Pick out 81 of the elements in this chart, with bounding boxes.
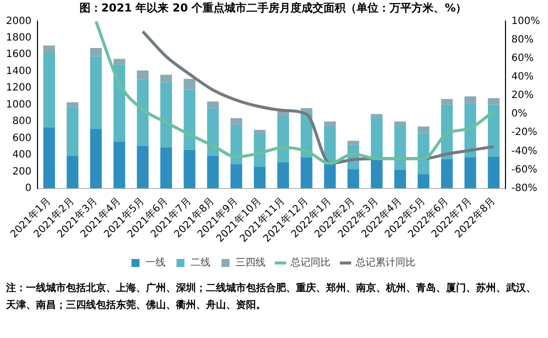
bar (113, 142, 126, 188)
bar (441, 159, 453, 188)
bar (184, 150, 196, 188)
bar (254, 166, 266, 188)
y2-tick-label: 0% (511, 108, 528, 120)
bar (160, 74, 172, 82)
bar (43, 45, 55, 53)
y2-tick-label: 100% (511, 16, 540, 27)
y2-tick-label: 60% (511, 52, 534, 64)
bar (441, 98, 453, 105)
bar (113, 64, 126, 142)
bar (488, 98, 500, 105)
bar (66, 156, 78, 188)
bar (464, 96, 476, 104)
bar (418, 126, 430, 134)
bar (160, 147, 172, 188)
bar (43, 52, 55, 128)
y-tick-label: 1000 (6, 99, 32, 110)
bar (347, 169, 360, 188)
bar (136, 146, 149, 188)
bar (370, 160, 383, 188)
bar (160, 82, 172, 148)
bar (230, 124, 242, 164)
y-tick-label: 1800 (6, 32, 32, 44)
legend-label: 总记累计同比 (354, 256, 416, 269)
bar (90, 56, 102, 130)
y2-tick-label: -20% (511, 127, 538, 138)
bar (230, 164, 242, 188)
bar (418, 174, 430, 188)
bar (277, 162, 289, 188)
legend-label: 总记同比 (290, 256, 330, 269)
chart-title: 图：2021 年以来 20 个重点城市二手房月度成交面积（单位：万平方米、%） (79, 1, 467, 14)
bar (207, 101, 219, 108)
line-series (94, 21, 496, 165)
bar (394, 126, 406, 170)
bar (324, 122, 336, 127)
bar (66, 107, 78, 156)
y-tick-label: 800 (12, 116, 32, 128)
bar (207, 108, 219, 156)
bar (113, 58, 126, 65)
y2-tick-label: -60% (511, 164, 538, 176)
bar (66, 102, 78, 108)
legend-label: 一线 (146, 256, 166, 269)
bar (136, 80, 149, 146)
y-tick-label: 400 (12, 150, 32, 161)
y-tick-label: 0 (25, 182, 32, 194)
bar (418, 133, 430, 174)
y-tick-label: 1400 (6, 66, 32, 77)
bar (90, 48, 102, 56)
y-tick-label: 600 (12, 132, 32, 144)
bar (136, 70, 149, 80)
bar (184, 90, 196, 150)
bar (277, 111, 289, 116)
bar (277, 116, 289, 162)
bar (347, 140, 360, 145)
y-tick-label: 2000 (6, 16, 32, 27)
bar (184, 78, 196, 90)
bar (324, 164, 336, 188)
bar (207, 156, 219, 188)
bar (254, 130, 266, 134)
y2-tick-label: -40% (511, 146, 538, 157)
legend-label: 三四线 (236, 256, 266, 269)
y2-tick-label: 20% (511, 90, 534, 102)
bar (90, 129, 102, 188)
text: 注：一线城市包括北京、上海、广州、深圳；二线城市包括合肥、重庆、郑州、南京、杭州、青岛、厦门、苏州、武汉、天津、南昌；三四线包括东莞、佛山、衢州、舟山、资阳。 (6, 281, 537, 313)
bar (394, 170, 406, 188)
y-tick-label: 1600 (6, 49, 32, 60)
y2-tick-label: 40% (511, 72, 534, 83)
bar (464, 157, 476, 188)
bar (43, 127, 55, 188)
bar (370, 114, 383, 118)
bar (488, 104, 500, 157)
legend-label: 二线 (190, 256, 210, 269)
y-tick-label: 200 (12, 166, 32, 178)
bar (230, 118, 242, 125)
bar (394, 122, 406, 127)
bar (300, 157, 312, 188)
y2-tick-label: -80% (511, 182, 538, 194)
y2-tick-label: 80% (511, 34, 534, 46)
y-tick-label: 1200 (6, 82, 32, 94)
bar (488, 156, 500, 188)
